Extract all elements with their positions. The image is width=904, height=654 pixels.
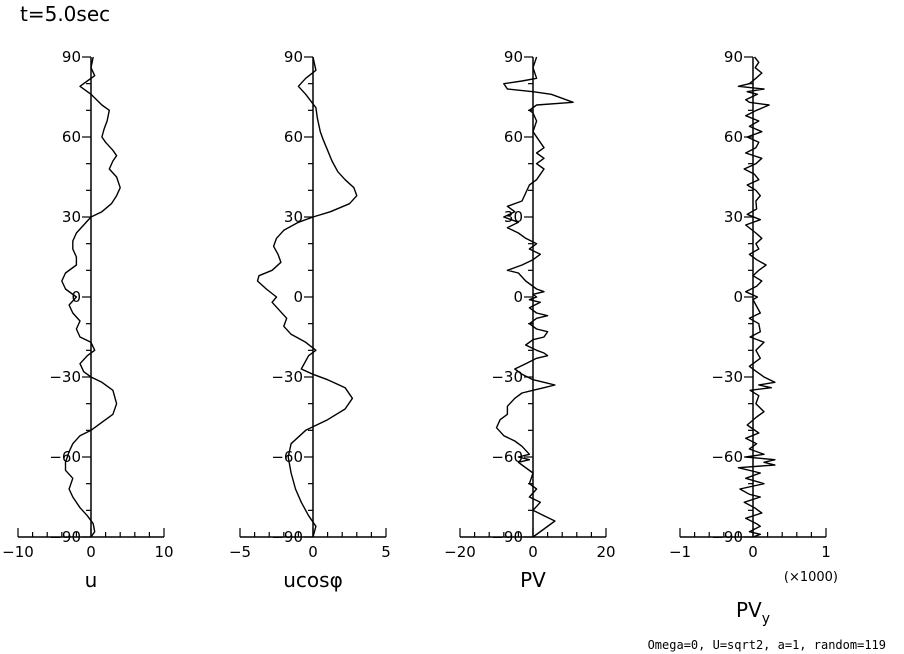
y-tick-label: −30: [49, 368, 81, 386]
y-tick-label: 30: [724, 208, 743, 226]
y-tick-label: −60: [491, 448, 523, 466]
y-tick-label: 60: [62, 128, 81, 146]
y-tick-label: −30: [711, 368, 743, 386]
x-tick-label: −20: [444, 543, 476, 561]
y-tick-label: −90: [271, 528, 303, 546]
profile-line: [61, 56, 121, 538]
x-tick-label: 0: [308, 543, 318, 561]
x-tick-label: −5: [229, 543, 251, 561]
y-tick-label: 90: [504, 48, 523, 66]
x-axis-label: PV: [520, 568, 546, 592]
x-tick-label: 5: [381, 543, 391, 561]
y-tick-label: 90: [284, 48, 303, 66]
x-tick-label: 0: [528, 543, 538, 561]
y-tick-label: −90: [491, 528, 523, 546]
x-tick-label: 10: [154, 543, 173, 561]
x-axis-label: ucosφ: [283, 568, 343, 592]
y-tick-label: −30: [491, 368, 523, 386]
y-tick-label: 0: [513, 288, 523, 306]
x-tick-label: −10: [2, 543, 34, 561]
y-tick-label: 60: [724, 128, 743, 146]
x-axis-label: PVy: [736, 598, 770, 627]
y-tick-label: 90: [62, 48, 81, 66]
x-tick-label: 0: [748, 543, 758, 561]
profile-line: [737, 56, 776, 538]
y-tick-label: 60: [284, 128, 303, 146]
profile-line: [495, 56, 574, 538]
x-tick-label: 20: [596, 543, 615, 561]
y-tick-label: −60: [271, 448, 303, 466]
x-tick-label: 0: [86, 543, 96, 561]
x-axis-label: u: [85, 568, 98, 592]
parameter-footer: Omega=0, U=sqrt2, a=1, random=119: [647, 638, 886, 652]
x-tick-label: 1: [821, 543, 831, 561]
y-tick-label: 30: [62, 208, 81, 226]
y-tick-label: 90: [724, 48, 743, 66]
y-tick-label: −90: [711, 528, 743, 546]
y-tick-label: 0: [733, 288, 743, 306]
profile-line: [256, 56, 358, 538]
y-tick-label: 0: [293, 288, 303, 306]
y-tick-label: −60: [711, 448, 743, 466]
y-tick-label: 30: [284, 208, 303, 226]
y-tick-label: −60: [49, 448, 81, 466]
y-tick-label: −90: [49, 528, 81, 546]
y-tick-label: −30: [271, 368, 303, 386]
x-tick-label: −1: [669, 543, 691, 561]
scale-note: (×1000): [784, 570, 838, 585]
chart-title: t=5.0sec: [20, 2, 111, 26]
y-tick-label: 60: [504, 128, 523, 146]
